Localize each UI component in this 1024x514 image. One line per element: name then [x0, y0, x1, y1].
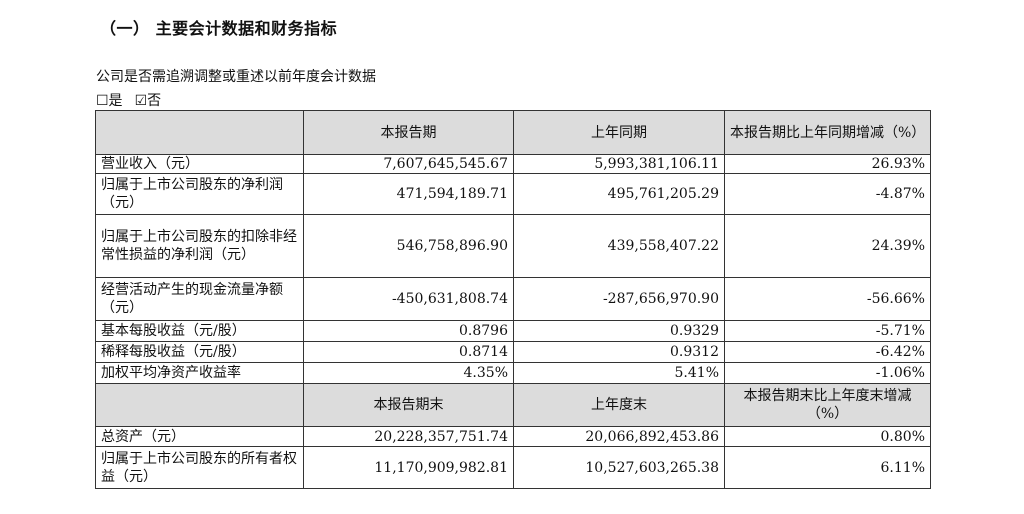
current-value: 0.8714	[303, 341, 514, 363]
table-row: 加权平均净资产收益率 4.35% 5.41% -1.06%	[95, 362, 931, 384]
row-label: 经营活动产生的现金流量净额（元）	[95, 277, 304, 321]
row-label: 营业收入（元）	[95, 154, 304, 174]
change-value: -5.71%	[724, 320, 931, 342]
table-row: 归属于上市公司股东的净利润（元） 471,594,189.71 495,761,…	[95, 173, 931, 215]
change-value: -4.87%	[724, 173, 931, 215]
row-label: 总资产（元）	[95, 426, 304, 447]
header-blank-cell	[95, 110, 304, 155]
change-value: 0.80%	[724, 426, 931, 447]
row-label: 归属于上市公司股东的所有者权益（元）	[95, 446, 304, 489]
prior-value: -287,656,970.90	[513, 277, 725, 321]
header-prior-year-end: 上年度末	[513, 383, 725, 427]
current-value: 20,228,357,751.74	[303, 426, 514, 447]
restatement-answer: ☐是 ☑否	[96, 90, 161, 110]
change-value: 24.39%	[724, 214, 931, 278]
table-row: 经营活动产生的现金流量净额（元） -450,631,808.74 -287,65…	[95, 277, 931, 321]
prior-value: 5,993,381,106.11	[513, 154, 725, 174]
row-label: 加权平均净资产收益率	[95, 362, 304, 384]
table-row: 归属于上市公司股东的扣除非经常性损益的净利润（元） 546,758,896.90…	[95, 214, 931, 278]
header-blank-cell	[95, 383, 304, 427]
change-value: -6.42%	[724, 341, 931, 363]
header-period-end: 本报告期末	[303, 383, 514, 427]
prior-value: 439,558,407.22	[513, 214, 725, 278]
table-row: 归属于上市公司股东的所有者权益（元） 11,170,909,982.81 10,…	[95, 446, 931, 489]
restatement-question: 公司是否需追溯调整或重述以前年度会计数据	[96, 69, 376, 85]
table-header-row: 本报告期 上年同期 本报告期比上年同期增减（%）	[95, 110, 931, 155]
row-label: 稀释每股收益（元/股）	[95, 341, 304, 363]
change-value: -56.66%	[724, 277, 931, 321]
current-value: 11,170,909,982.81	[303, 446, 514, 489]
prior-value: 0.9329	[513, 320, 725, 342]
prior-value: 5.41%	[513, 362, 725, 384]
row-label: 归属于上市公司股东的净利润（元）	[95, 173, 304, 215]
section-title: （一） 主要会计数据和财务指标	[100, 19, 338, 38]
current-value: 4.35%	[303, 362, 514, 384]
table-row: 稀释每股收益（元/股） 0.8714 0.9312 -6.42%	[95, 341, 931, 363]
header-year-end-change: 本报告期末比上年度末增减（%）	[724, 383, 931, 427]
row-label: 基本每股收益（元/股）	[95, 320, 304, 342]
table-header-row: 本报告期末 上年度末 本报告期末比上年度末增减（%）	[95, 383, 931, 427]
option-yes-checkbox[interactable]: ☐是	[96, 93, 123, 109]
current-value: -450,631,808.74	[303, 277, 514, 321]
table-row: 总资产（元） 20,228,357,751.74 20,066,892,453.…	[95, 426, 931, 447]
change-value: -1.06%	[724, 362, 931, 384]
change-value: 6.11%	[724, 446, 931, 489]
prior-value: 10,527,603,265.38	[513, 446, 725, 489]
financial-data-table: 本报告期 上年同期 本报告期比上年同期增减（%） 营业收入（元） 7,607,6…	[95, 110, 931, 489]
current-value: 0.8796	[303, 320, 514, 342]
current-value: 546,758,896.90	[303, 214, 514, 278]
prior-value: 20,066,892,453.86	[513, 426, 725, 447]
header-current-period: 本报告期	[303, 110, 514, 155]
change-value: 26.93%	[724, 154, 931, 174]
prior-value: 0.9312	[513, 341, 725, 363]
current-value: 7,607,645,545.67	[303, 154, 514, 174]
header-prior-period: 上年同期	[513, 110, 725, 155]
current-value: 471,594,189.71	[303, 173, 514, 215]
table-row: 基本每股收益（元/股） 0.8796 0.9329 -5.71%	[95, 320, 931, 342]
row-label: 归属于上市公司股东的扣除非经常性损益的净利润（元）	[95, 214, 304, 278]
table-row: 营业收入（元） 7,607,645,545.67 5,993,381,106.1…	[95, 154, 931, 174]
prior-value: 495,761,205.29	[513, 173, 725, 215]
option-no-checkbox[interactable]: ☑否	[134, 93, 162, 109]
header-period-change: 本报告期比上年同期增减（%）	[724, 110, 931, 155]
